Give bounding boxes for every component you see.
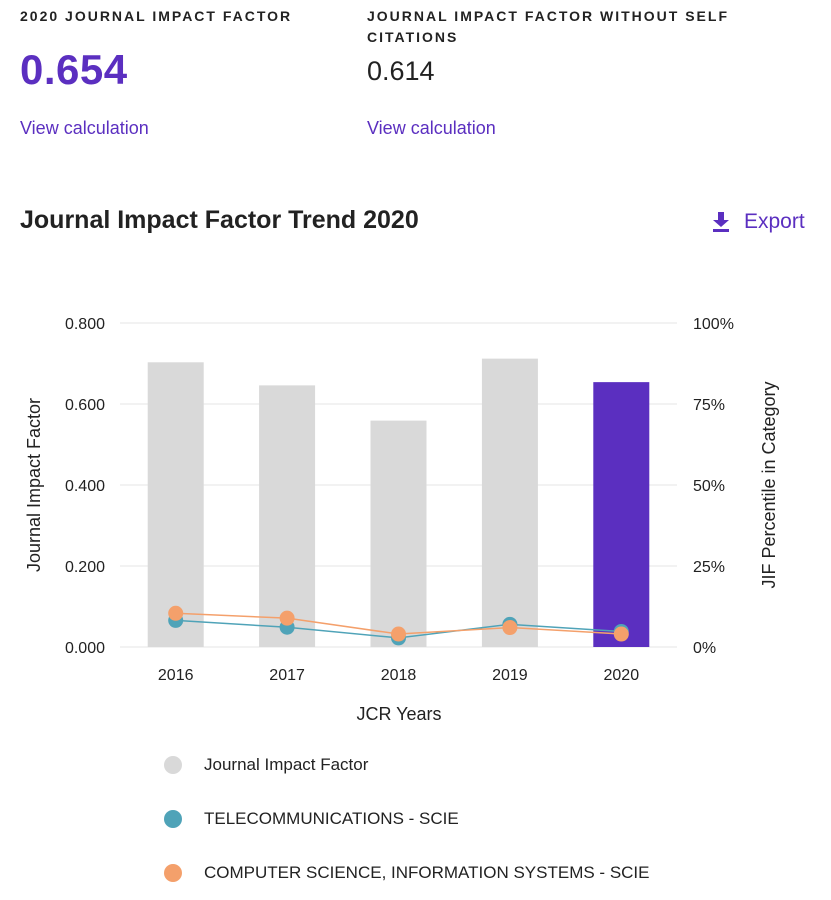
export-label: Export xyxy=(744,210,805,233)
y2-tick-label: 75% xyxy=(693,397,725,414)
y-axis-title: Journal Impact Factor xyxy=(24,398,44,572)
y-tick-label: 0.600 xyxy=(65,397,105,414)
trend-title: Journal Impact Factor Trend 2020 xyxy=(20,206,419,234)
x-tick-label: 2016 xyxy=(158,667,194,684)
bar-jif-2020 xyxy=(593,382,650,647)
y2-tick-label: 25% xyxy=(693,559,725,576)
x-tick-label: 2017 xyxy=(269,667,305,684)
y-tick-label: 0.400 xyxy=(65,478,105,495)
legend-item-jif[interactable]: Journal Impact Factor xyxy=(164,738,650,792)
jif-view-calculation-link[interactable]: View calculation xyxy=(20,118,149,138)
jif-no-self-label: JOURNAL IMPACT FACTOR WITHOUT SELF CITAT… xyxy=(367,8,729,45)
x-axis-title: JCR Years xyxy=(356,704,441,724)
legend-dot-cs-is xyxy=(164,864,182,882)
jif-no-self-metric: JOURNAL IMPACT FACTOR WITHOUT SELF CITAT… xyxy=(367,6,787,138)
legend-label-cs-is: COMPUTER SCIENCE, INFORMATION SYSTEMS - … xyxy=(204,863,650,882)
x-tick-label: 2020 xyxy=(604,667,640,684)
legend-label-telecom: TELECOMMUNICATIONS - SCIE xyxy=(204,809,459,828)
y2-tick-label: 50% xyxy=(693,478,725,495)
jif-label: 2020 JOURNAL IMPACT FACTOR xyxy=(20,8,293,24)
y2-axis-title: JIF Percentile in Category xyxy=(759,381,779,588)
y-tick-label: 0.800 xyxy=(65,316,105,333)
bar-jif-2019 xyxy=(481,358,538,647)
x-tick-label: 2019 xyxy=(492,667,528,684)
y-tick-label: 0.200 xyxy=(65,559,105,576)
export-button[interactable]: Export xyxy=(712,210,805,234)
jif-metric: 2020 JOURNAL IMPACT FACTOR 0.654 View ca… xyxy=(20,6,350,138)
y-tick-label: 0.000 xyxy=(65,640,105,657)
jif-no-self-value: 0.614 xyxy=(367,56,435,86)
bar-jif-2017 xyxy=(259,385,316,647)
y2-tick-label: 100% xyxy=(693,316,734,333)
point-cs-is-2018 xyxy=(391,626,406,642)
point-cs-is-2019 xyxy=(502,620,518,636)
x-tick-label: 2018 xyxy=(381,667,417,684)
jif-no-self-view-calculation-link[interactable]: View calculation xyxy=(367,118,496,138)
jif-trend-chart: 0.000 0.200 0.400 0.600 0.800 0% 25% 50% 75% 100%… xyxy=(24,316,779,724)
bar-jif-2018 xyxy=(370,420,427,647)
point-cs-is-2017 xyxy=(279,610,295,626)
bar-jif-2016 xyxy=(147,362,204,647)
legend-label-jif: Journal Impact Factor xyxy=(204,755,369,774)
download-icon xyxy=(713,212,729,232)
legend-dot-jif xyxy=(164,756,182,774)
legend-item-telecom[interactable]: TELECOMMUNICATIONS - SCIE xyxy=(164,792,650,846)
y2-tick-label: 0% xyxy=(693,640,716,657)
chart-legend: Journal Impact Factor TELECOMMUNICATIONS… xyxy=(164,738,650,900)
point-cs-is-2016 xyxy=(168,605,184,621)
jif-value: 0.654 xyxy=(20,46,128,93)
legend-dot-telecom xyxy=(164,810,182,828)
legend-item-cs-is[interactable]: COMPUTER SCIENCE, INFORMATION SYSTEMS - … xyxy=(164,846,650,900)
point-cs-is-2020 xyxy=(613,626,629,642)
